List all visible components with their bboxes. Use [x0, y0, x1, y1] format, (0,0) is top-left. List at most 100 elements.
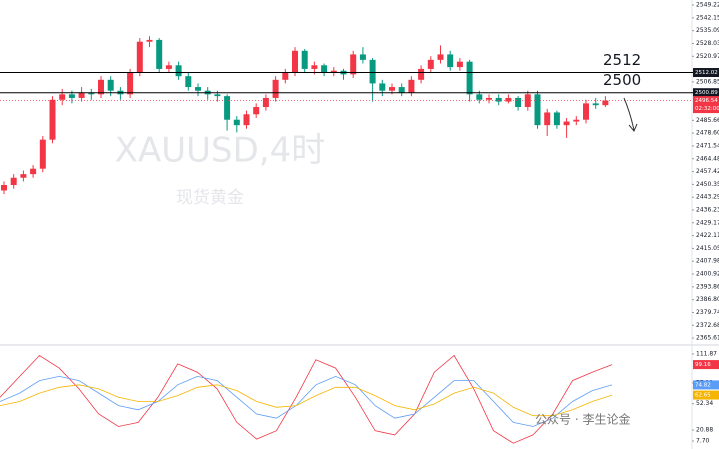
candle-body — [495, 97, 502, 102]
candle-body — [350, 54, 357, 75]
y-tick-label: 111.87 — [696, 350, 717, 357]
candle-body — [272, 79, 279, 98]
candle-body — [88, 92, 95, 95]
candle-body — [505, 97, 512, 102]
level-annotation: 2500 — [603, 71, 641, 89]
candle-body — [243, 114, 250, 126]
candle-body — [253, 107, 260, 115]
last-value: 74.82 — [695, 382, 711, 388]
candle-body — [592, 103, 599, 106]
candle-body — [185, 76, 192, 88]
candle-body — [573, 119, 580, 122]
candle-body — [476, 94, 483, 100]
oscillator-line — [0, 354, 613, 444]
candle-body — [389, 87, 395, 91]
candle-body — [437, 54, 444, 60]
candle-body — [563, 121, 570, 126]
candle-body — [301, 50, 308, 69]
candle-body — [398, 87, 405, 93]
last-value: 99.16 — [695, 362, 711, 368]
y-tick-label: 2535.09 — [696, 27, 719, 34]
candle-body — [10, 177, 17, 186]
candle-body — [39, 139, 46, 169]
candle-body — [359, 54, 366, 60]
candle-body — [292, 50, 298, 73]
candle-body — [107, 79, 114, 91]
level-price-box — [693, 68, 719, 78]
y-tick-label: 2471.54 — [696, 142, 719, 149]
y-tick-label: 2485.66 — [696, 117, 719, 124]
source-watermark: 公众号 · 李生论金 — [535, 412, 630, 427]
candle-body — [98, 79, 104, 95]
y-tick-label: 2386.80 — [696, 296, 719, 303]
y-tick-label: 2542.15 — [696, 14, 719, 21]
level-price: 2512.02 — [695, 70, 718, 76]
last-value: 62.65 — [695, 393, 711, 399]
level-annotation: 2512 — [603, 51, 641, 69]
y-tick-label: 2450.35 — [696, 181, 719, 188]
y-tick-label: 2478.60 — [696, 130, 719, 137]
candle-body — [68, 94, 75, 98]
candle-body — [175, 65, 182, 77]
y-tick-label: 2365.61 — [696, 335, 719, 342]
candle-body — [156, 39, 163, 69]
candle-body — [311, 65, 318, 69]
candle-body — [59, 94, 66, 100]
y-tick-label: 2528.03 — [696, 40, 719, 47]
y-tick-label: 2520.97 — [696, 53, 719, 60]
y-tick-label: 2415.05 — [696, 245, 719, 252]
y-tick-label: 2372.68 — [696, 322, 719, 329]
candle-body — [282, 72, 289, 80]
y-tick-label: 20.88 — [696, 426, 713, 433]
candle-body — [486, 97, 492, 100]
candle-body — [30, 168, 37, 175]
y-tick-label: 2436.23 — [696, 206, 719, 213]
candle-body — [456, 61, 463, 68]
last-value-box — [693, 380, 719, 390]
arrow — [623, 97, 638, 132]
y-tick-label: 2429.17 — [696, 219, 719, 226]
candle-body — [379, 83, 386, 91]
candle-body — [553, 112, 560, 126]
candle-body — [214, 94, 221, 97]
candle-body — [20, 174, 27, 178]
y-tick-label: 7.70 — [696, 437, 710, 444]
countdown: 02:32:00 — [695, 106, 719, 112]
y-tick-label: 2443.29 — [696, 194, 719, 201]
candle-body — [427, 59, 434, 69]
candle-body — [330, 70, 337, 73]
y-tick-label: 52.34 — [696, 400, 713, 407]
last-price: 2496.54 — [695, 98, 718, 104]
candle-body — [224, 96, 231, 120]
oscillator-line — [0, 375, 613, 427]
candle-body — [369, 59, 376, 84]
y-tick-label: 2379.74 — [696, 309, 719, 316]
candle-body — [544, 112, 551, 126]
last-price-box — [693, 96, 719, 114]
oscillator-line — [0, 384, 613, 417]
candle-body — [127, 72, 134, 95]
candle-body — [233, 119, 240, 126]
level-price: 2500.89 — [695, 90, 718, 96]
candle-body — [447, 54, 454, 68]
last-value-box — [693, 360, 719, 370]
name-watermark: 现货黄金 — [176, 188, 244, 208]
y-tick-label: 2549.22 — [696, 2, 719, 9]
candle-body — [49, 99, 56, 140]
candle-body — [321, 65, 328, 73]
y-tick-label: 2400.92 — [696, 271, 719, 278]
candle-body — [418, 68, 425, 80]
y-tick-label: 2407.98 — [696, 258, 719, 265]
y-tick-label: 2457.42 — [696, 168, 719, 175]
last-value-box — [693, 390, 719, 400]
candle-body — [136, 41, 143, 73]
candle-body — [1, 185, 7, 191]
candle-body — [602, 100, 609, 106]
level-price-box — [693, 88, 719, 98]
symbol-watermark: XAUUSD,4时 — [115, 131, 326, 171]
y-tick-label: 2422.11 — [696, 232, 719, 239]
candle-body — [78, 92, 85, 98]
